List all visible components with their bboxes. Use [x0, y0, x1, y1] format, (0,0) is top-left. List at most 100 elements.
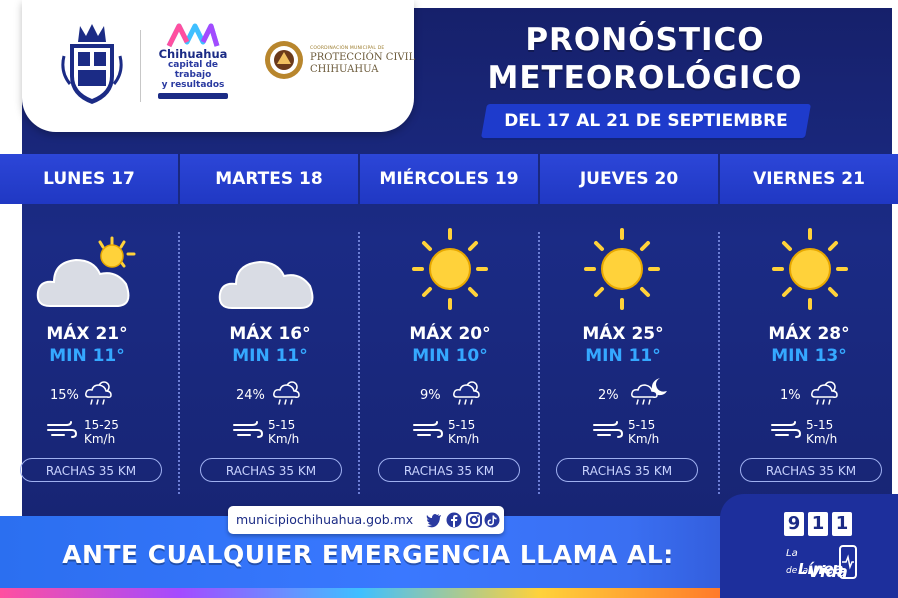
number-digit: 1: [832, 512, 852, 536]
logo-tag-bar: [158, 93, 228, 99]
wind-unit: Km/h: [628, 432, 660, 446]
rainbow-strip: [0, 588, 720, 598]
max-temp: MÁX 25°: [582, 324, 664, 344]
rain-cloud-sun-icon: [273, 381, 300, 405]
day-header-lunes: LUNES 17: [0, 154, 178, 204]
title-line1: PRONÓSTICO: [525, 22, 765, 58]
civil-protection-text: COORDINACIÓN MUNICIPAL DE PROTECCIÓN CIV…: [310, 46, 430, 76]
min-temp: MIN 11°: [49, 346, 125, 366]
wind-unit: Km/h: [84, 432, 116, 446]
day-header-martes: MARTES 18: [180, 154, 358, 204]
logo-slogan-line1: capital de trabajo: [167, 60, 219, 80]
max-temp: MÁX 21°: [46, 324, 128, 344]
rain-cloud-sun-icon: [811, 381, 838, 405]
gusts-pill: RACHAS 35 KM: [378, 458, 520, 482]
logo-divider: [140, 30, 141, 102]
wind-icon: [233, 421, 264, 438]
rain-cloud-sun-icon: [85, 381, 112, 405]
column-separator: [358, 232, 360, 494]
city-crest-icon: [61, 24, 123, 104]
right-white-edge: [892, 0, 898, 598]
gusts-pill: RACHAS 35 KM: [20, 458, 162, 482]
pc-line2: CHIHUAHUA: [310, 64, 379, 75]
title-line2: METEOROLÓGICO: [487, 60, 803, 96]
gusts-pill: RACHAS 35 KM: [556, 458, 698, 482]
chihuahua-logo: Chihuahua capital de trabajo y resultado…: [150, 22, 236, 104]
max-temp: MÁX 20°: [409, 324, 491, 344]
line-of-life-text-1: La: [786, 548, 798, 559]
logo-card: Chihuahua capital de trabajo y resultado…: [22, 0, 415, 132]
rain-percent: 2%: [598, 388, 619, 403]
wind-unit: Km/h: [268, 432, 300, 446]
rain-percent: 9%: [420, 388, 441, 403]
date-range: DEL 17 AL 21 DE SEPTIEMBRE: [504, 111, 788, 131]
column-separator: [718, 232, 720, 494]
logo-slogan-line2: y resultados: [161, 80, 225, 90]
wind-range: 5-15: [806, 418, 834, 432]
wind-icon: [771, 421, 802, 438]
line-of-life-text-3: de la: [786, 566, 809, 576]
gusts-pill: RACHAS 35 KM: [740, 458, 882, 482]
top-white-edge: [0, 0, 898, 8]
wind-speed: 5-15 Km/h: [448, 418, 479, 446]
facebook-icon[interactable]: [446, 512, 462, 528]
day-header-jueves: JUEVES 20: [540, 154, 718, 204]
rain-cloud-sun-icon: [453, 381, 480, 405]
twitter-icon[interactable]: [426, 512, 442, 528]
day-name: JUEVES 20: [579, 169, 679, 189]
number-digit: 1: [808, 512, 828, 536]
min-temp: MIN 11°: [232, 346, 308, 366]
min-temp: MIN 10°: [412, 346, 488, 366]
wind-range: 5-15: [448, 418, 476, 432]
wind-unit: Km/h: [448, 432, 480, 446]
rain-percent: 1%: [780, 388, 801, 403]
day-name: MARTES 18: [215, 169, 323, 189]
rain-cloud-moon-icon: [631, 378, 667, 405]
sun-icon: [772, 228, 848, 310]
max-temp: MÁX 28°: [768, 324, 850, 344]
wind-range: 5-15: [268, 418, 296, 432]
max-temp: MÁX 16°: [229, 324, 311, 344]
instagram-icon[interactable]: [466, 512, 482, 528]
wind-range: 15-25: [84, 418, 119, 432]
column-separator: [178, 232, 180, 494]
day-name: VIERNES 21: [753, 169, 865, 189]
column-separator: [538, 232, 540, 494]
emergency-number-panel: [720, 494, 898, 598]
wind-speed: 15-25 Km/h: [84, 418, 119, 446]
pc-small-text: COORDINACIÓN MUNICIPAL DE: [310, 46, 385, 51]
min-temp: MIN 13°: [771, 346, 847, 366]
min-temp: MIN 11°: [585, 346, 661, 366]
day-header-viernes: VIERNES 21: [720, 154, 898, 204]
website-link[interactable]: municipiochihuahua.gob.mx: [236, 512, 414, 527]
wind-icon: [47, 421, 78, 438]
phone-heartbeat-icon: [839, 545, 857, 579]
line-of-life-text-4: Vida: [808, 562, 848, 581]
wind-speed: 5-15 Km/h: [628, 418, 659, 446]
cloud-sun-icon: [36, 236, 136, 307]
tiktok-icon[interactable]: [484, 512, 500, 528]
logo-city-name: Chihuahua: [158, 47, 228, 61]
sun-icon: [412, 228, 488, 310]
emergency-text: ANTE CUALQUIER EMERGENCIA LLAMA AL:: [62, 540, 674, 569]
chihuahua-swoosh-icon: [166, 23, 220, 48]
sun-icon: [584, 228, 660, 310]
wind-unit: Km/h: [806, 432, 838, 446]
line-of-life-text-2: Línea: [798, 560, 844, 578]
left-white-edge: [0, 0, 22, 598]
gusts-pill: RACHAS 35 KM: [200, 458, 342, 482]
wind-speed: 5-15 Km/h: [268, 418, 299, 446]
wind-icon: [413, 421, 444, 438]
cloud-icon: [218, 260, 314, 309]
wind-icon: [593, 421, 624, 438]
pc-line1: PROTECCIÓN CIVIL: [310, 52, 416, 63]
wind-speed: 5-15 Km/h: [806, 418, 837, 446]
wind-range: 5-15: [628, 418, 656, 432]
day-name: MIÉRCOLES 19: [379, 169, 519, 189]
number-digit: 9: [784, 512, 804, 536]
day-header-miercoles: MIÉRCOLES 19: [360, 154, 538, 204]
rain-percent: 15%: [50, 388, 79, 403]
rain-percent: 24%: [236, 388, 265, 403]
civil-protection-seal-icon: [265, 41, 303, 79]
